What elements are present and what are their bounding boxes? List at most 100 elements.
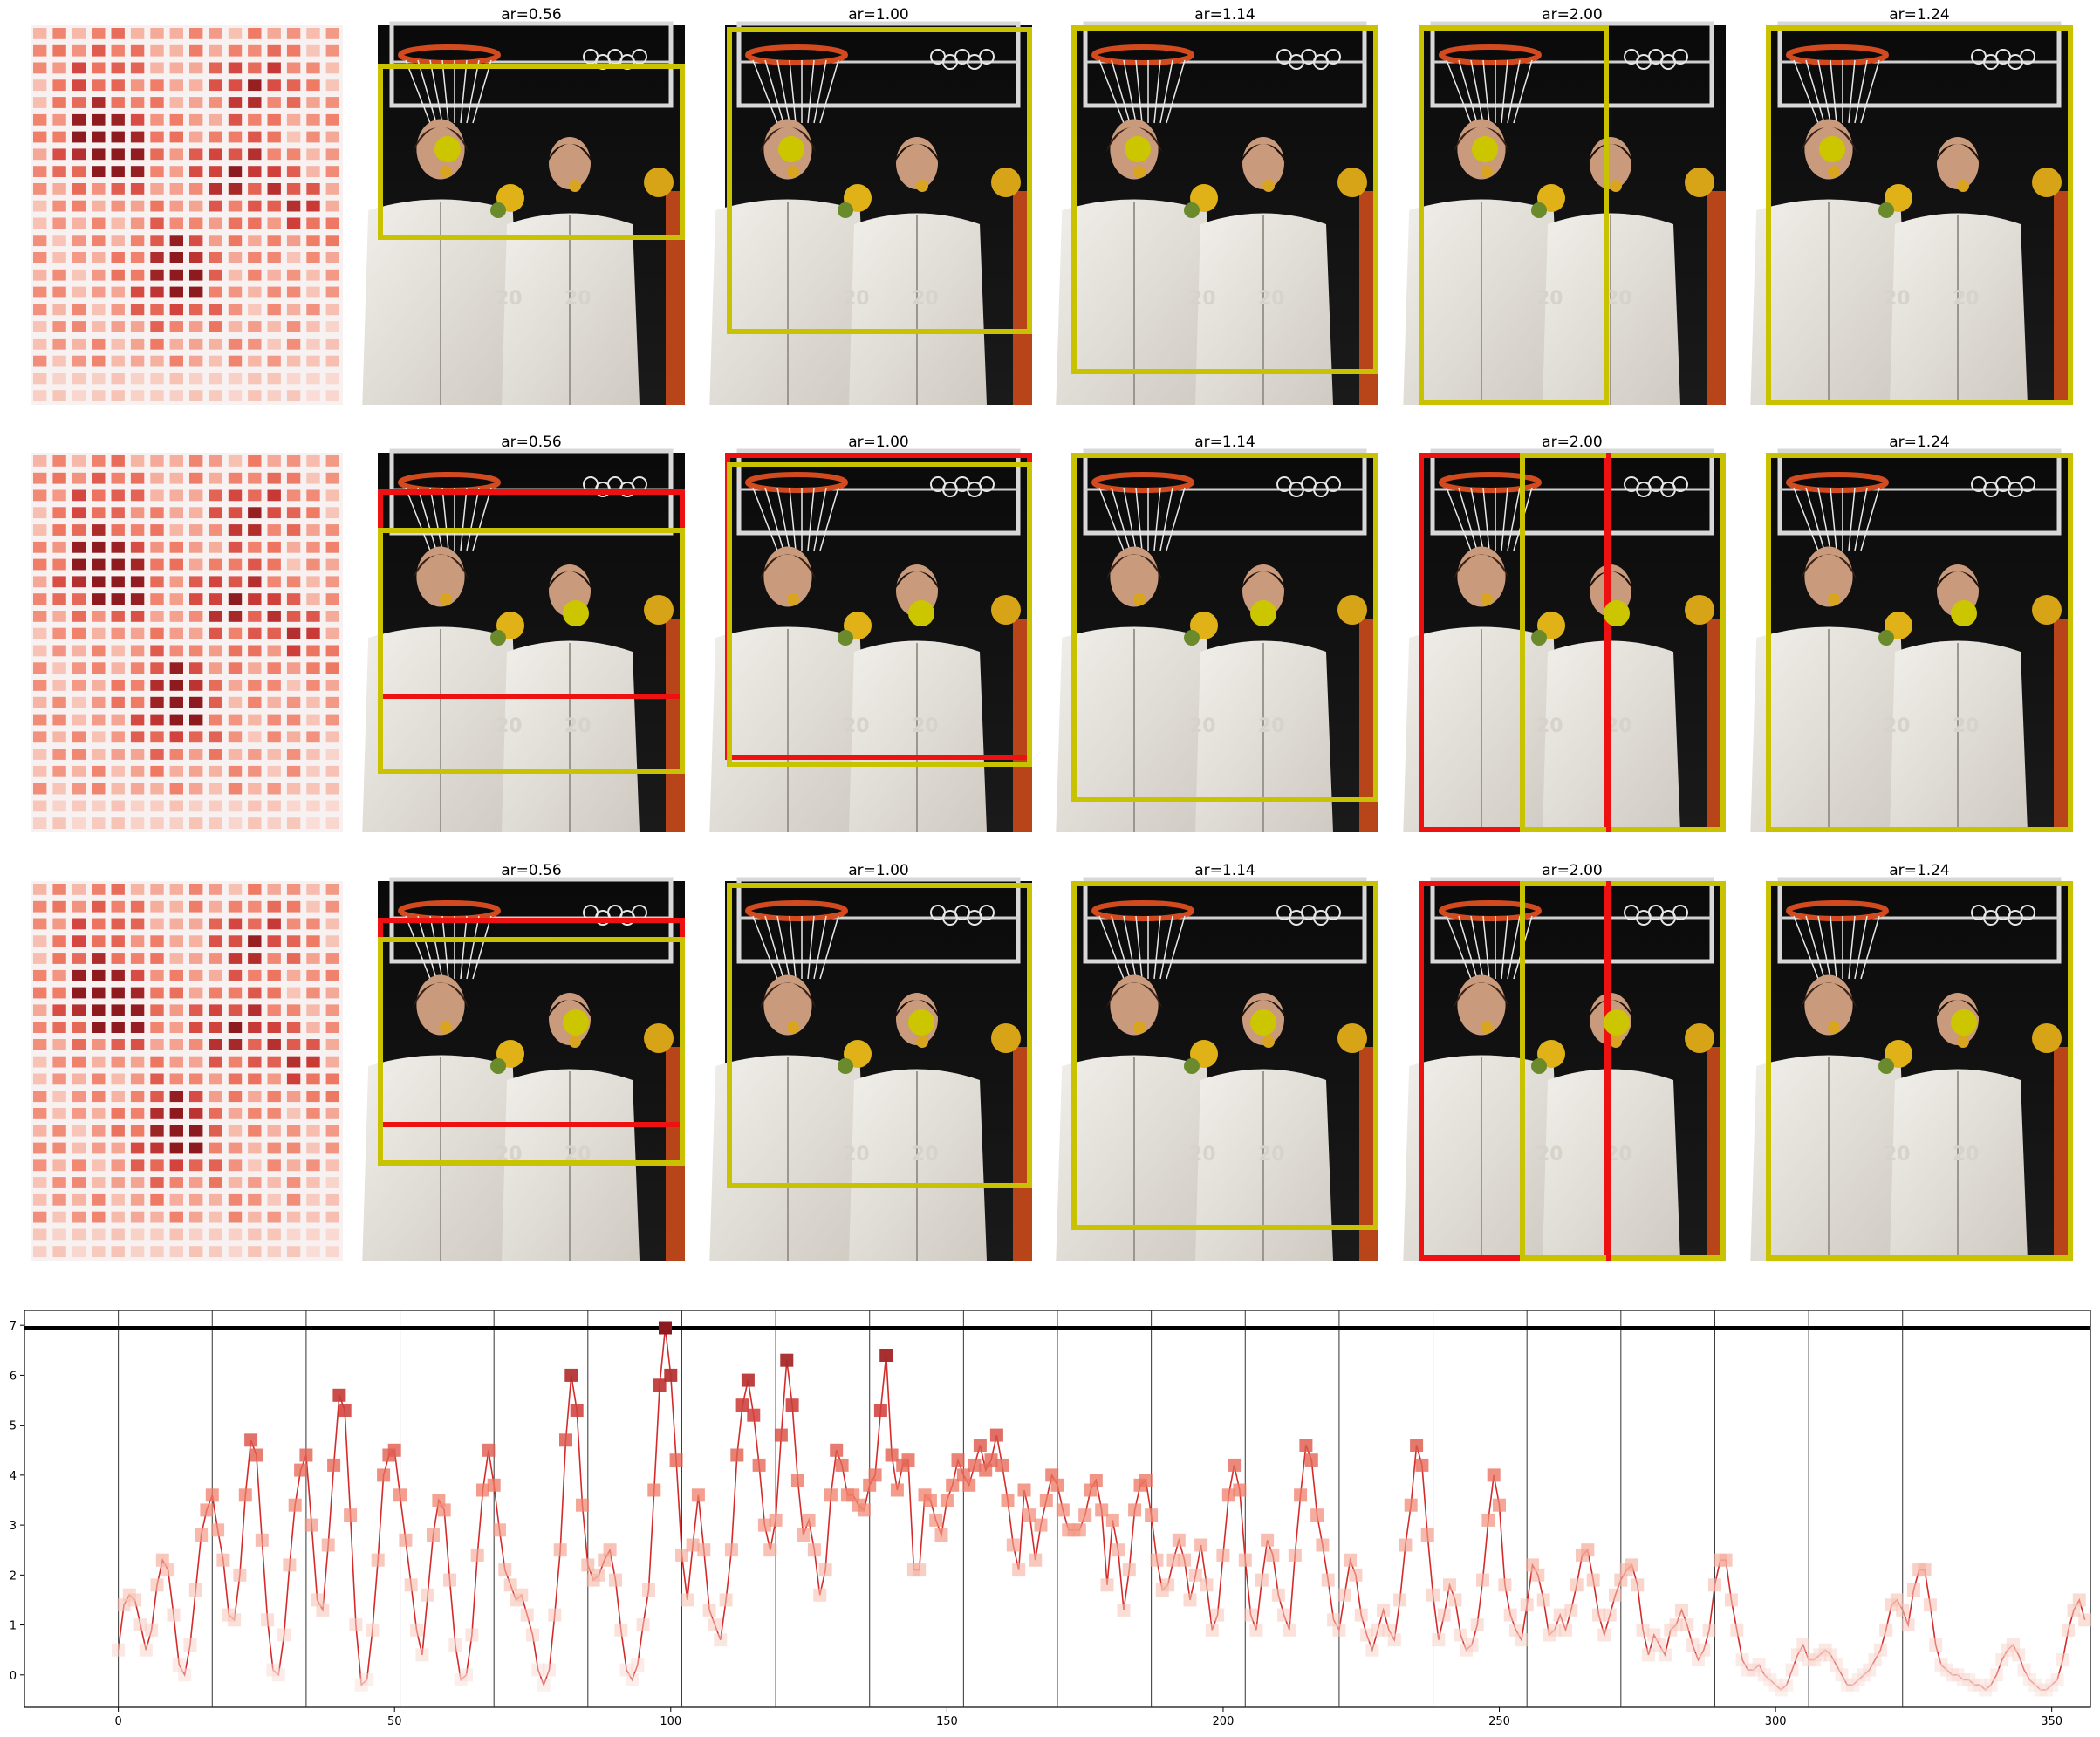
- heat-cell: [111, 97, 125, 108]
- data-point: [1967, 1678, 1981, 1692]
- attention-heatmap: [31, 453, 343, 832]
- heat-cell: [286, 269, 301, 281]
- net-string: [1111, 487, 1131, 551]
- data-point: [1310, 1508, 1324, 1522]
- flowers: [838, 1058, 853, 1074]
- heat-cell: [325, 800, 339, 812]
- heat-cell: [248, 593, 262, 605]
- heat-cell: [267, 627, 281, 639]
- heat-cell: [52, 524, 66, 536]
- backboard: [736, 448, 1021, 536]
- gold-medal: [787, 166, 799, 178]
- data-point: [714, 1633, 728, 1647]
- photo: 20 20: [1403, 877, 1726, 1261]
- heat-cell: [92, 918, 106, 930]
- heat-cell: [306, 731, 320, 743]
- data-point: [780, 1353, 794, 1367]
- heat-cell: [111, 817, 125, 829]
- heat-cell: [150, 783, 164, 795]
- heat-cell: [286, 953, 301, 964]
- heat-cell: [111, 749, 125, 760]
- seat-right: [1707, 191, 1726, 405]
- heat-cell: [228, 321, 243, 332]
- heat-cell: [306, 900, 320, 913]
- heat-cell: [72, 1125, 86, 1137]
- heat-cell: [92, 131, 106, 143]
- heat-cell: [325, 987, 339, 999]
- heat-cell: [209, 714, 222, 726]
- heat-cell: [92, 1091, 106, 1103]
- heat-cell: [248, 1193, 262, 1206]
- heat-cell: [111, 884, 125, 895]
- data-point: [437, 1503, 451, 1517]
- heat-cell: [130, 338, 145, 350]
- heat-cell: [286, 765, 301, 777]
- heat-cell: [267, 1228, 281, 1241]
- heat-cell: [228, 1022, 243, 1033]
- hair: [1800, 127, 1857, 153]
- heat-cell: [189, 183, 203, 195]
- face: [1937, 137, 1979, 189]
- proposal-box: [727, 883, 1032, 1188]
- data-point: [1045, 1468, 1059, 1482]
- heat-cell: [286, 1228, 301, 1241]
- heat-cell: [209, 731, 222, 743]
- flowers: [1878, 630, 1894, 646]
- hair: [1239, 144, 1288, 167]
- panel-title: ar=1.00: [848, 434, 909, 451]
- player: [362, 546, 521, 832]
- heat-cell: [267, 714, 281, 726]
- hair: [412, 982, 469, 1009]
- heat-cell: [209, 1228, 222, 1241]
- heat-cell: [189, 269, 203, 281]
- player: [362, 974, 521, 1261]
- heat-cell: [111, 935, 125, 947]
- heat-cell: [189, 783, 203, 795]
- heat-cell: [92, 1108, 106, 1119]
- data-point: [1708, 1578, 1721, 1592]
- heat-cell: [325, 900, 339, 913]
- data-point: [1017, 1483, 1031, 1497]
- data-point: [929, 1513, 943, 1527]
- data-point: [675, 1548, 688, 1562]
- heat-cell: [72, 1108, 86, 1119]
- hair: [1800, 982, 1857, 1009]
- proposal-box: [1766, 453, 2073, 832]
- heat-cell: [189, 680, 203, 691]
- heat-cell: [267, 935, 281, 947]
- heat-cell: [52, 489, 66, 502]
- heat-cell: [72, 680, 86, 691]
- data-point: [868, 1468, 882, 1482]
- heat-cell: [33, 1246, 47, 1257]
- net-string: [1123, 59, 1137, 124]
- heat-cell: [248, 62, 262, 74]
- heat-cell: [130, 489, 145, 502]
- flowers: [2032, 168, 2062, 197]
- heat-cell: [33, 472, 47, 484]
- net-string: [1860, 59, 1880, 124]
- heat-cell: [72, 969, 86, 981]
- data-point: [1923, 1598, 1937, 1612]
- heat-cell: [150, 131, 164, 143]
- data-point: [973, 1439, 987, 1452]
- heat-cell: [248, 321, 262, 332]
- heat-cell: [325, 200, 339, 212]
- heat-cell: [130, 576, 145, 588]
- flowers: [1685, 168, 1714, 197]
- heat-cell: [52, 1211, 66, 1223]
- proposal-box: [1071, 453, 1378, 802]
- heat-cell: [92, 541, 106, 553]
- heat-cell: [267, 62, 281, 74]
- heat-cell: [130, 252, 145, 263]
- heat-cell: [189, 953, 203, 964]
- data-point: [1989, 1668, 2003, 1682]
- heat-cell: [33, 148, 47, 161]
- net-string: [466, 487, 480, 551]
- heat-cell: [325, 217, 339, 229]
- heat-cell: [325, 524, 339, 536]
- heat-cell: [150, 113, 164, 126]
- data-point: [830, 1443, 844, 1457]
- heat-cell: [209, 1142, 222, 1154]
- heat-cell: [72, 541, 86, 553]
